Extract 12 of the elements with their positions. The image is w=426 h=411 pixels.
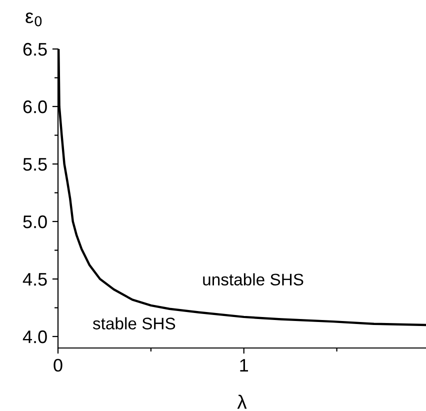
x-tick-label: 1 [240, 359, 248, 372]
y-tick-label: 5.0 [23, 215, 47, 228]
y-tick-label: 4.0 [22, 330, 47, 344]
y-tick-label: 6.0 [23, 100, 47, 114]
y-axis-title: ε$_{0}$ [26, 12, 42, 26]
x-axis-title: λ [237, 394, 247, 409]
x-tick-label: 0 [54, 358, 62, 372]
y-tick-label: 6.5 [23, 42, 47, 56]
y-tick-label: 5.5 [23, 158, 47, 171]
annotation: unstable SHS [203, 273, 304, 286]
annotation: stable SHS [92, 317, 176, 330]
y-tick-label: 4.5 [22, 273, 47, 286]
